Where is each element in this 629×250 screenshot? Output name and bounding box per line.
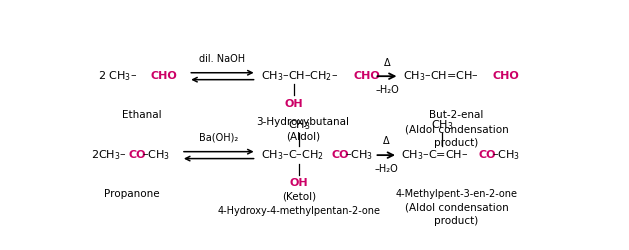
Text: Δ: Δ xyxy=(384,58,390,68)
Text: CO: CO xyxy=(331,150,348,160)
Text: 4-Methylpent-3-en-2-one: 4-Methylpent-3-en-2-one xyxy=(396,189,518,198)
Text: (Aldol): (Aldol) xyxy=(286,132,320,142)
Text: OH: OH xyxy=(285,99,303,109)
Text: dil. NaOH: dil. NaOH xyxy=(199,54,245,64)
Text: –CH$_3$: –CH$_3$ xyxy=(492,148,520,162)
Text: (Aldol condensation: (Aldol condensation xyxy=(404,202,508,212)
Text: CH$_3$–CH–CH$_2$–: CH$_3$–CH–CH$_2$– xyxy=(262,69,338,83)
Text: CH$_3$–CH=CH–: CH$_3$–CH=CH– xyxy=(403,69,479,83)
Text: CH$_3$: CH$_3$ xyxy=(430,118,453,132)
Text: CH$_3$: CH$_3$ xyxy=(287,118,310,132)
Text: 2CH$_3$–: 2CH$_3$– xyxy=(91,148,126,162)
Text: But-2-enal: But-2-enal xyxy=(429,110,484,120)
Text: 2 CH$_3$–: 2 CH$_3$– xyxy=(98,69,137,83)
Text: Ba(OH)₂: Ba(OH)₂ xyxy=(199,133,238,143)
Text: –H₂O: –H₂O xyxy=(374,164,398,174)
Text: Δ: Δ xyxy=(383,136,389,146)
Text: CHO: CHO xyxy=(492,71,519,81)
Text: –H₂O: –H₂O xyxy=(375,85,399,95)
Text: product): product) xyxy=(434,138,479,147)
Text: CHO: CHO xyxy=(353,71,381,81)
Text: OH: OH xyxy=(289,178,308,188)
Text: CH$_3$–C=CH–: CH$_3$–C=CH– xyxy=(401,148,469,162)
Text: –CH$_3$: –CH$_3$ xyxy=(345,148,374,162)
Text: product): product) xyxy=(434,216,479,226)
Text: –CH$_3$: –CH$_3$ xyxy=(142,148,170,162)
Text: CO: CO xyxy=(128,150,146,160)
Text: (Ketol): (Ketol) xyxy=(282,192,316,202)
Text: 4-Hydroxy-4-methylpentan-2-one: 4-Hydroxy-4-methylpentan-2-one xyxy=(218,206,381,216)
Text: Propanone: Propanone xyxy=(104,189,160,198)
Text: Ethanal: Ethanal xyxy=(122,110,162,120)
Text: 3-Hydroxybutanal: 3-Hydroxybutanal xyxy=(257,118,349,128)
Text: CHO: CHO xyxy=(151,71,177,81)
Text: (Aldol condensation: (Aldol condensation xyxy=(404,124,508,134)
Text: CH$_3$–C–CH$_2$: CH$_3$–C–CH$_2$ xyxy=(262,148,324,162)
Text: CO: CO xyxy=(478,150,496,160)
